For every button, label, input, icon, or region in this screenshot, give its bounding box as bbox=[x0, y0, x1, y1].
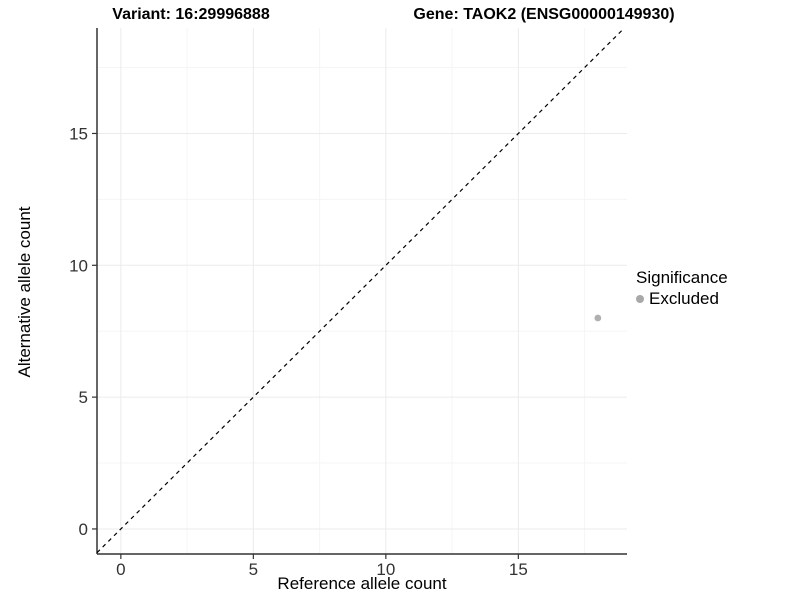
data-point bbox=[594, 314, 602, 322]
y-tick-label: 15 bbox=[69, 124, 88, 143]
x-tick-label: 15 bbox=[509, 560, 528, 579]
y-tick-label: 5 bbox=[79, 388, 88, 407]
x-tick-label: 5 bbox=[249, 560, 258, 579]
excluded-point-icon bbox=[636, 295, 644, 303]
x-axis-title: Reference allele count bbox=[277, 574, 447, 593]
gene-title: Gene: TAOK2 (ENSG00000149930) bbox=[413, 6, 675, 23]
y-tick-label: 0 bbox=[79, 520, 88, 539]
x-tick-label: 0 bbox=[116, 560, 125, 579]
variant-title: Variant: 16:29996888 bbox=[112, 6, 270, 23]
legend-title: Significance bbox=[636, 268, 728, 287]
y-tick-label: 10 bbox=[69, 256, 88, 275]
legend-item-excluded: Excluded bbox=[636, 289, 728, 309]
legend: Significance Excluded bbox=[636, 268, 728, 309]
y-axis-title: Alternative allele count bbox=[15, 206, 34, 378]
legend-item-label: Excluded bbox=[649, 289, 719, 308]
identity-line bbox=[96, 27, 625, 554]
x-tick-label: 10 bbox=[376, 560, 395, 579]
